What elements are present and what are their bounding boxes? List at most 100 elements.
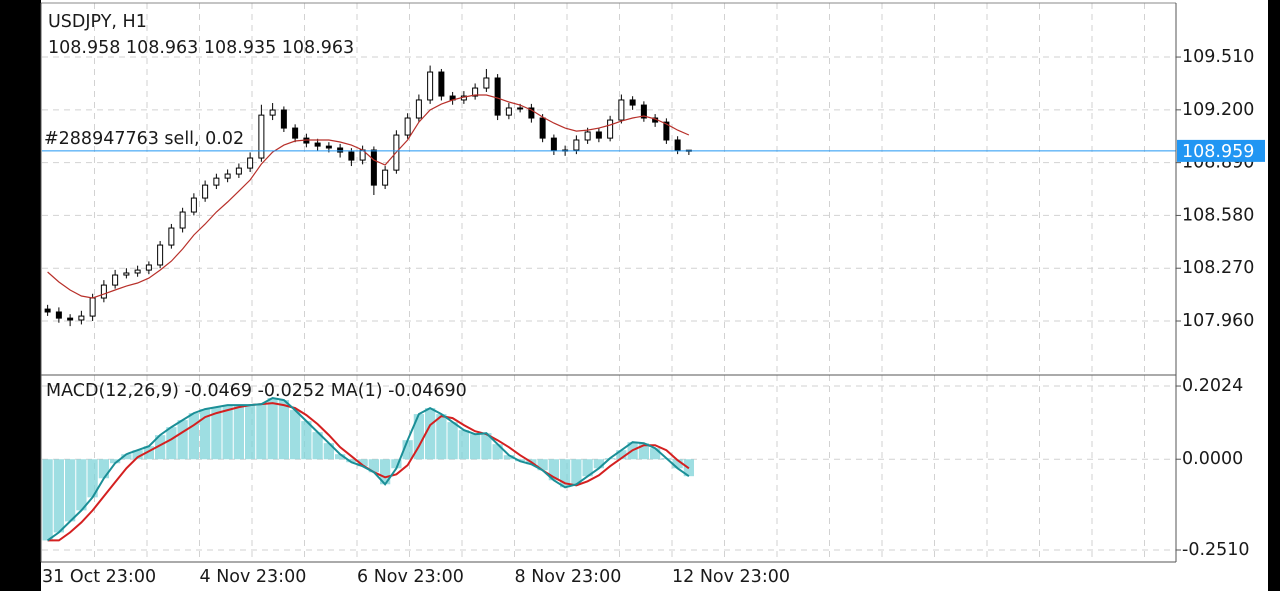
candle-body xyxy=(168,227,175,246)
y-tick-label: 108.270 xyxy=(1182,258,1254,278)
candle-body xyxy=(89,297,96,317)
candle-body xyxy=(618,99,625,121)
candle-body xyxy=(494,77,501,116)
candle-body xyxy=(404,117,411,136)
candle-body xyxy=(438,71,445,97)
price-box xyxy=(1177,139,1265,162)
y-tick-label: 0.0000 xyxy=(1182,449,1243,469)
x-tick-label: 8 Nov 23:00 xyxy=(515,567,622,587)
histogram-bar xyxy=(638,443,649,460)
candle-body xyxy=(415,99,422,119)
candle-body xyxy=(44,308,51,313)
candle-body xyxy=(100,284,107,299)
histogram-bar xyxy=(166,427,177,460)
histogram-bar xyxy=(571,459,582,485)
x-tick-label: 6 Nov 23:00 xyxy=(357,567,464,587)
histogram-bar xyxy=(548,459,559,481)
histogram-bar xyxy=(593,459,604,469)
histogram-bar xyxy=(245,405,256,460)
x-tick-label: 12 Nov 23:00 xyxy=(672,567,790,587)
histogram-bar xyxy=(650,448,661,460)
candle-body xyxy=(427,71,434,101)
histogram-bar xyxy=(335,454,346,460)
histogram-bar xyxy=(380,459,391,485)
histogram-bar xyxy=(256,404,267,460)
candle-body xyxy=(337,147,344,153)
candle-body xyxy=(258,114,265,159)
candle-body xyxy=(539,117,546,139)
histogram-bar xyxy=(211,407,222,460)
histogram-bar xyxy=(290,410,301,460)
candle-body xyxy=(134,269,141,274)
histogram-bar xyxy=(121,454,132,460)
macd-title: MACD(12,26,9) -0.0469 -0.0252 MA(1) -0.0… xyxy=(46,381,467,401)
candle-body xyxy=(247,157,254,169)
y-tick-label: 109.200 xyxy=(1182,100,1254,120)
histogram-bar xyxy=(278,400,289,460)
candle-body xyxy=(674,139,681,151)
candle-body xyxy=(325,145,332,149)
candle-body xyxy=(584,131,591,141)
candle-body xyxy=(55,311,62,319)
histogram-bar xyxy=(368,459,379,473)
histogram-bar xyxy=(222,405,233,460)
indicator-line xyxy=(47,94,690,299)
indicator-line xyxy=(47,396,690,542)
histogram-bar xyxy=(425,408,436,460)
candle-body xyxy=(202,184,209,199)
histogram-bar xyxy=(470,434,481,460)
histogram-bar xyxy=(458,430,469,460)
candle-body xyxy=(663,121,670,141)
candle-body xyxy=(382,169,389,186)
candle-body xyxy=(629,99,636,106)
candle-body xyxy=(528,107,535,119)
candle-body xyxy=(123,272,130,276)
histogram-bar xyxy=(87,459,98,498)
candle-body xyxy=(483,77,490,89)
labels-layer: USDJPY, H1 108.958 108.963 108.935 108.9… xyxy=(42,12,1265,587)
price-box-label: 108.959 xyxy=(1182,142,1254,162)
histogram-bar xyxy=(323,443,334,460)
histogram-bar xyxy=(267,398,278,460)
candle-body xyxy=(595,131,602,139)
histogram-bar xyxy=(110,459,121,464)
candle-body xyxy=(348,151,355,161)
candle-body xyxy=(157,244,164,266)
histogram-bar xyxy=(312,432,323,460)
histogram-bar xyxy=(301,421,312,460)
histogram-bar xyxy=(481,433,492,460)
histogram-bar xyxy=(76,459,87,511)
histogram-bar xyxy=(413,414,424,460)
histogram-bar xyxy=(155,435,166,460)
candle-body xyxy=(235,167,242,175)
candle-body xyxy=(112,274,119,286)
histogram-bar xyxy=(402,440,413,460)
histogram-bar xyxy=(53,459,64,533)
x-tick-label: 4 Nov 23:00 xyxy=(200,567,307,587)
candle-body xyxy=(573,139,580,151)
chart-background xyxy=(41,0,1268,591)
order-label: #288947763 sell, 0.02 xyxy=(44,129,244,149)
histogram-bar xyxy=(143,446,154,460)
histogram-bar xyxy=(233,405,244,460)
candle-body xyxy=(67,317,74,321)
histogram-bar xyxy=(391,459,402,469)
y-tick-label: 0.2024 xyxy=(1182,376,1243,396)
histogram-bar xyxy=(188,413,199,460)
histogram-bar xyxy=(447,422,458,460)
histogram-bar xyxy=(616,450,627,460)
candle-body xyxy=(640,104,647,119)
y-tick-label: 109.510 xyxy=(1182,47,1254,67)
candle-body xyxy=(280,109,287,129)
candle-body xyxy=(78,315,85,321)
marks-layer xyxy=(42,65,1176,542)
candle-body xyxy=(145,264,152,271)
candle-body xyxy=(179,211,186,229)
candle-body xyxy=(472,87,479,97)
histogram-bar xyxy=(582,459,593,477)
histogram-bar xyxy=(492,444,503,460)
histogram-bar xyxy=(65,459,76,522)
candle-body xyxy=(292,127,299,139)
y-tick-label: 107.960 xyxy=(1182,311,1254,331)
